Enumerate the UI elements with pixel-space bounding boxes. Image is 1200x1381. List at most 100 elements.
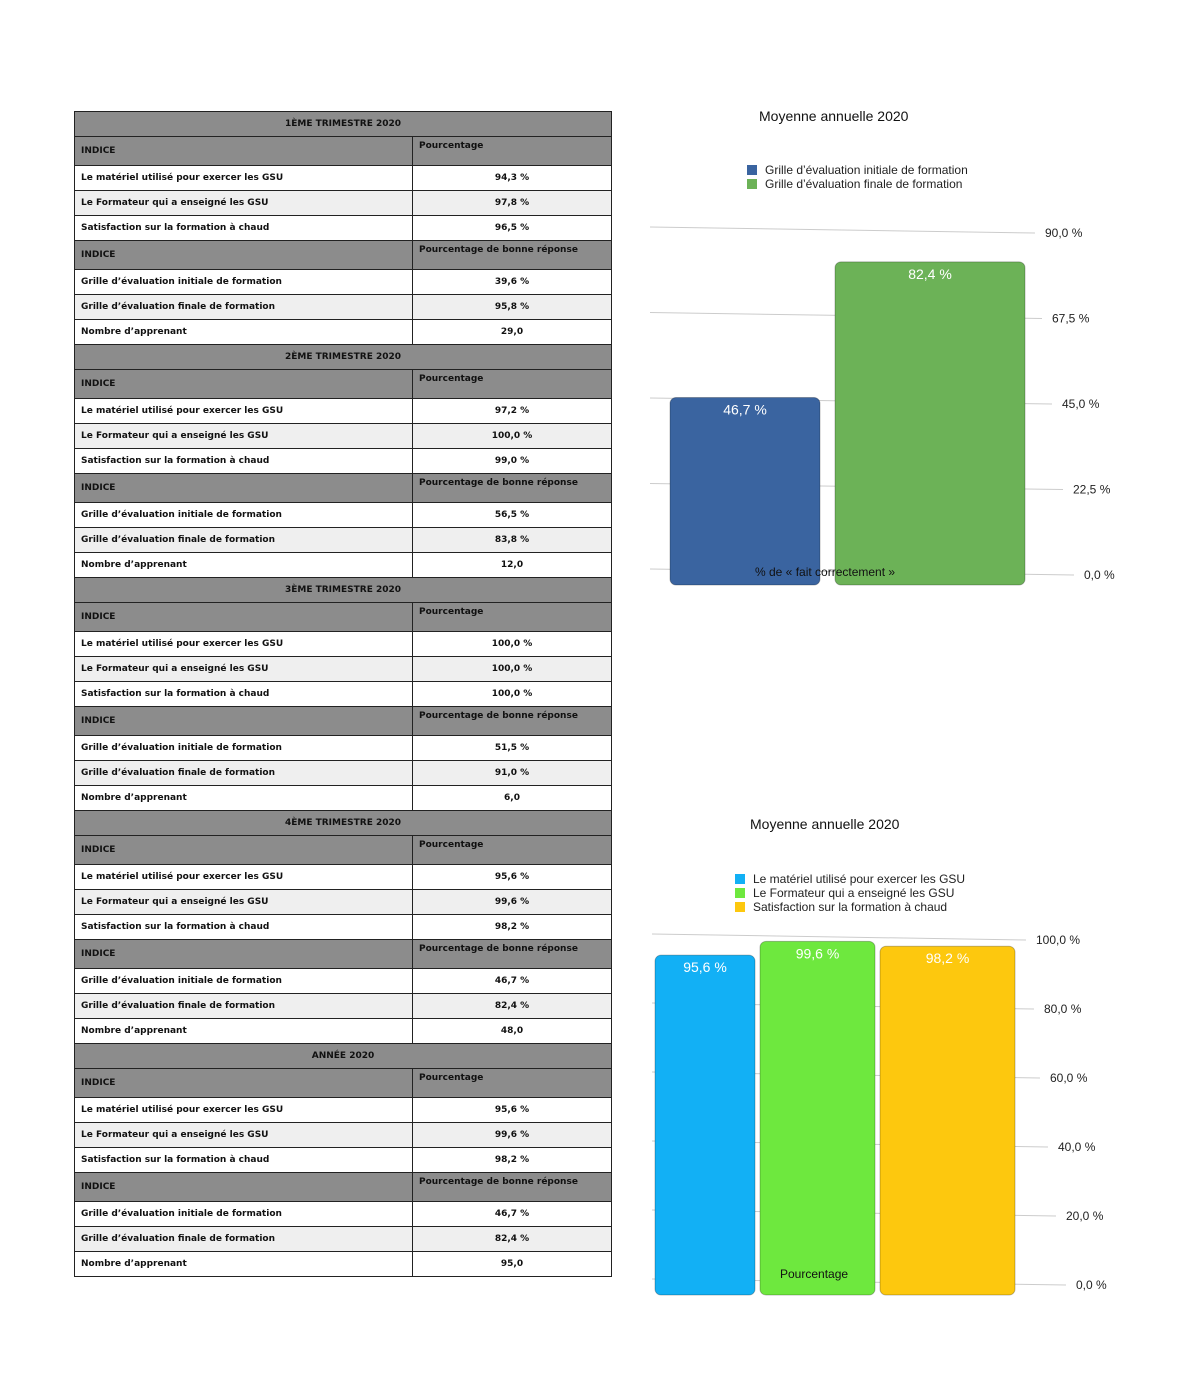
bar <box>669 397 821 586</box>
y-tick-label: 90,0 % <box>1045 226 1083 240</box>
header-row: INDICE Pourcentage <box>74 369 612 399</box>
header-row: INDICE Pourcentage <box>74 136 612 166</box>
row-label: Grille d’évaluation initiale de formatio… <box>74 735 413 761</box>
legend-swatch <box>735 902 745 912</box>
data-label: 46,7 % <box>723 402 767 418</box>
row-value: 29,0 <box>412 319 612 345</box>
row-value: 94,3 % <box>412 165 612 191</box>
gridline <box>649 226 1036 234</box>
data-label: 82,4 % <box>908 266 952 282</box>
row-label: Le Formateur qui a enseigné les GSU <box>74 889 413 915</box>
header-value: Pourcentage <box>412 1068 612 1098</box>
row-value: 100,0 % <box>412 631 612 657</box>
row-label: Le Formateur qui a enseigné les GSU <box>74 190 413 216</box>
table-row: Grille d’évaluation finale de formation 9… <box>74 294 612 320</box>
row-label: Grille d’évaluation finale de formation <box>74 760 413 786</box>
y-tick-label: 45,0 % <box>1062 397 1100 411</box>
x-category-label: Pourcentage <box>780 1267 848 1281</box>
table-row: Le matériel utilisé pour exercer les GSU… <box>74 398 612 424</box>
chart-title: Moyenne annuelle 2020 <box>759 108 909 124</box>
row-value: 96,5 % <box>412 215 612 241</box>
y-tick-label: 0,0 % <box>1084 568 1115 582</box>
legend-swatch <box>735 874 745 884</box>
table-row: Satisfaction sur la formation à chaud 98,… <box>74 914 612 940</box>
x-category-label: % de « fait correctement » <box>755 565 895 579</box>
row-value: 6,0 <box>412 785 612 811</box>
row-value: 98,2 % <box>412 914 612 940</box>
header-value: Pourcentage <box>412 136 612 166</box>
legend-label: Grille d’évaluation finale de formation <box>765 177 962 191</box>
header-value: Pourcentage <box>412 602 612 632</box>
row-label: Satisfaction sur la formation à chaud <box>74 448 413 474</box>
table-row: Le Formateur qui a enseigné les GSU 99,6 … <box>74 1122 612 1148</box>
header-indice: INDICE <box>74 136 413 166</box>
data-label: 98,2 % <box>926 950 970 966</box>
header-indice: INDICE <box>74 602 413 632</box>
header-indice: INDICE <box>74 473 413 503</box>
section-title-row: 3ÈME TRIMESTRE 2020 <box>74 577 612 603</box>
results-table: 1ÈME TRIMESTRE 2020 INDICE Pourcentage Le m… <box>74 111 612 1277</box>
row-label: Grille d’évaluation finale de formation <box>74 294 413 320</box>
data-label: 99,6 % <box>796 945 840 961</box>
section-title: 2ÈME TRIMESTRE 2020 <box>74 344 612 370</box>
row-label: Le Formateur qui a enseigné les GSU <box>74 1122 413 1148</box>
chart-title: Moyenne annuelle 2020 <box>750 816 900 832</box>
table-row: Nombre d’apprenant 95,0 <box>74 1251 612 1277</box>
row-value: 100,0 % <box>412 681 612 707</box>
legend-label: Le Formateur qui a enseigné les GSU <box>753 886 954 900</box>
table-row: Satisfaction sur la formation à chaud 99,… <box>74 448 612 474</box>
table-row: Le Formateur qui a enseigné les GSU 99,6 … <box>74 889 612 915</box>
legend-label: Le matériel utilisé pour exercer les GSU <box>753 872 965 886</box>
legend-swatch <box>747 165 757 175</box>
table-row: Grille d’évaluation initiale de formatio… <box>74 735 612 761</box>
data-label: 95,6 % <box>683 959 727 975</box>
header-row: INDICE Pourcentage de bonne réponse <box>74 1172 612 1202</box>
header-value: Pourcentage de bonne réponse <box>412 706 612 736</box>
header-indice: INDICE <box>74 939 413 969</box>
y-tick-label: 60,0 % <box>1050 1071 1088 1085</box>
table-row: Le matériel utilisé pour exercer les GSU… <box>74 165 612 191</box>
row-label: Grille d’évaluation initiale de formatio… <box>74 502 413 528</box>
bar <box>654 954 756 1296</box>
header-value: Pourcentage de bonne réponse <box>412 473 612 503</box>
row-value: 100,0 % <box>412 656 612 682</box>
row-label: Nombre d’apprenant <box>74 552 413 578</box>
gridline <box>651 933 1027 941</box>
row-label: Le matériel utilisé pour exercer les GSU <box>74 1097 413 1123</box>
bar <box>879 945 1016 1296</box>
y-tick-label: 100,0 % <box>1036 933 1080 947</box>
legend-label: Grille d’évaluation initiale de formatio… <box>765 163 968 177</box>
header-value: Pourcentage de bonne réponse <box>412 939 612 969</box>
row-value: 99,6 % <box>412 1122 612 1148</box>
row-value: 97,8 % <box>412 190 612 216</box>
header-value: Pourcentage <box>412 835 612 865</box>
table-row: Grille d’évaluation initiale de formatio… <box>74 968 612 994</box>
table-row: Grille d’évaluation initiale de formatio… <box>74 269 612 295</box>
row-value: 82,4 % <box>412 1226 612 1252</box>
row-label: Satisfaction sur la formation à chaud <box>74 914 413 940</box>
section-title-row: 2ÈME TRIMESTRE 2020 <box>74 344 612 370</box>
table-row: Le Formateur qui a enseigné les GSU 100,0… <box>74 656 612 682</box>
table-row: Satisfaction sur la formation à chaud 100… <box>74 681 612 707</box>
row-label: Nombre d’apprenant <box>74 1251 413 1277</box>
row-label: Satisfaction sur la formation à chaud <box>74 215 413 241</box>
row-label: Grille d’évaluation finale de formation <box>74 527 413 553</box>
header-indice: INDICE <box>74 240 413 270</box>
row-label: Grille d’évaluation finale de formation <box>74 1226 413 1252</box>
y-tick-label: 80,0 % <box>1044 1002 1082 1016</box>
row-value: 46,7 % <box>412 968 612 994</box>
row-label: Le matériel utilisé pour exercer les GSU <box>74 398 413 424</box>
header-value: Pourcentage de bonne réponse <box>412 1172 612 1202</box>
header-row: INDICE Pourcentage de bonne réponse <box>74 240 612 270</box>
table-row: Grille d’évaluation initiale de formatio… <box>74 502 612 528</box>
table-row: Satisfaction sur la formation à chaud 96,… <box>74 215 612 241</box>
header-row: INDICE Pourcentage de bonne réponse <box>74 473 612 503</box>
row-label: Le matériel utilisé pour exercer les GSU <box>74 165 413 191</box>
table-row: Grille d’évaluation finale de formation 8… <box>74 1226 612 1252</box>
section-title-row: ANNÉE 2020 <box>74 1043 612 1069</box>
section-title: 1ÈME TRIMESTRE 2020 <box>74 111 612 137</box>
row-label: Le Formateur qui a enseigné les GSU <box>74 656 413 682</box>
row-value: 46,7 % <box>412 1201 612 1227</box>
